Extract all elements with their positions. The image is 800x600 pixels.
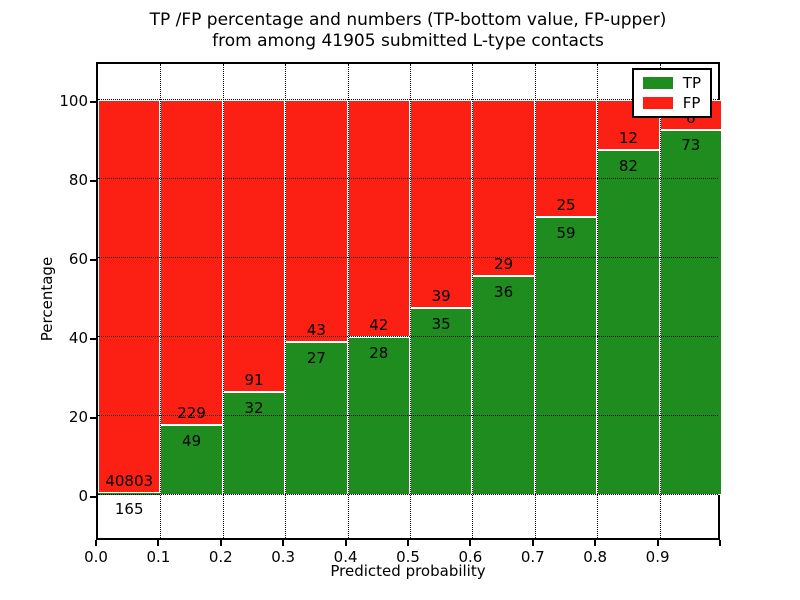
x-tick-label: 0.1 (146, 548, 171, 566)
x-tick-mark (95, 540, 97, 546)
fp-bar-segment (347, 99, 410, 337)
x-gridline (534, 64, 536, 538)
fp-bar-segment (222, 99, 286, 392)
x-gridline (222, 64, 224, 538)
tp-count-label: 73 (681, 136, 701, 155)
tp-count-label: 36 (494, 282, 514, 301)
y-tick-label: 60 (68, 249, 88, 268)
fp-count-label: 42 (369, 315, 389, 334)
x-tick-mark (219, 540, 222, 546)
x-gridline (659, 64, 661, 538)
x-gridline (285, 64, 287, 538)
y-tick-label: 80 (68, 170, 88, 189)
x-gridline (347, 64, 349, 538)
x-tick-mark (282, 540, 285, 546)
y-gridline (98, 98, 718, 100)
chart-title-line2: from among 41905 submitted L-type contac… (212, 31, 604, 51)
chart-title-line1: TP /FP percentage and numbers (TP-bottom… (149, 10, 667, 30)
y-tick-label: 20 (68, 407, 88, 426)
y-gridline (98, 177, 718, 179)
tp-bar-segment (472, 275, 535, 495)
chart-title: TP /FP percentage and numbers (TP-bottom… (96, 10, 720, 52)
fp-count-label: 43 (306, 321, 326, 340)
x-tick-mark (469, 540, 472, 546)
x-tick-label: 0.6 (458, 548, 483, 566)
tp-count-label: 27 (306, 349, 326, 368)
x-tick-label: 0.8 (583, 548, 608, 566)
y-tick-mark (90, 100, 96, 103)
tp-count-label: 28 (369, 343, 389, 362)
fp-bar-segment (472, 99, 535, 276)
tp-bar-segment (534, 217, 598, 495)
x-gridline (472, 64, 474, 538)
fp-legend-swatch (642, 97, 673, 109)
fp-count-label: 91 (244, 370, 264, 389)
fp-count-label: 39 (431, 286, 451, 305)
y-gridline (98, 414, 718, 416)
fp-bar-segment (160, 99, 223, 425)
legend: TP FP (631, 68, 712, 118)
tp-legend-swatch (642, 77, 673, 89)
y-tick-label: 100 (59, 91, 88, 110)
fp-bar-segment (98, 99, 161, 493)
x-axis-label: Predicted probability (330, 562, 486, 580)
tp-bar-segment (160, 424, 223, 495)
x-tick-label: 0.2 (208, 548, 233, 566)
fp-count-label: 29 (494, 254, 514, 273)
legend-entry: TP (642, 74, 701, 92)
y-gridline (98, 256, 718, 258)
fp-count-label: 25 (556, 196, 576, 215)
x-gridline (410, 64, 411, 538)
tp-bar-segment (597, 149, 660, 495)
fp-bar-segment (285, 99, 348, 343)
tp-count-label: 32 (244, 398, 264, 417)
y-gridline (98, 493, 718, 495)
y-tick-label: 0 (78, 486, 88, 505)
legend-entry-label: TP (682, 74, 701, 92)
fp-count-label: 40803 (105, 471, 154, 490)
tp-bar-segment (410, 307, 473, 495)
tp-count-label: 49 (182, 431, 202, 450)
x-tick-mark (594, 540, 597, 546)
y-axis-label: Percentage (38, 256, 56, 342)
y-tick-mark (90, 179, 96, 182)
fp-bar-segment (410, 99, 473, 308)
x-tick-label: 0.0 (84, 548, 108, 566)
x-tick-mark (656, 540, 659, 546)
y-tick-mark (90, 416, 96, 419)
tp-bar-segment (659, 129, 722, 495)
y-tick-mark (90, 337, 96, 340)
y-gridline (98, 335, 718, 337)
tp-count-label: 82 (618, 156, 638, 175)
tp-count-label: 165 (114, 499, 144, 518)
fp-bar-segment (534, 99, 598, 218)
tp-count-label: 35 (431, 314, 451, 333)
y-tick-mark (90, 495, 96, 498)
legend-entry-label: FP (682, 94, 701, 112)
x-gridline (597, 64, 599, 538)
x-tick-mark (407, 540, 409, 546)
y-tick-mark (90, 258, 96, 261)
x-gridline (160, 64, 162, 538)
x-tick-label: 0.9 (645, 548, 670, 566)
x-tick-label: 0.5 (396, 548, 420, 566)
y-tick-label: 40 (68, 328, 88, 347)
x-tick-mark (719, 540, 721, 546)
fp-count-label: 229 (177, 403, 206, 422)
tp-count-label: 59 (556, 224, 576, 243)
x-tick-mark (531, 540, 534, 546)
x-tick-label: 0.3 (271, 548, 296, 566)
x-tick-label: 0.4 (333, 548, 358, 566)
x-tick-label: 0.7 (520, 548, 545, 566)
x-tick-mark (157, 540, 160, 546)
legend-entry: FP (642, 94, 701, 112)
x-tick-mark (344, 540, 347, 546)
fp-count-label: 12 (618, 128, 638, 147)
plot-area: 40803 165 229 49 91 32 43 27 42 28 39 35 29 36 25 59 12 8… (96, 62, 722, 540)
